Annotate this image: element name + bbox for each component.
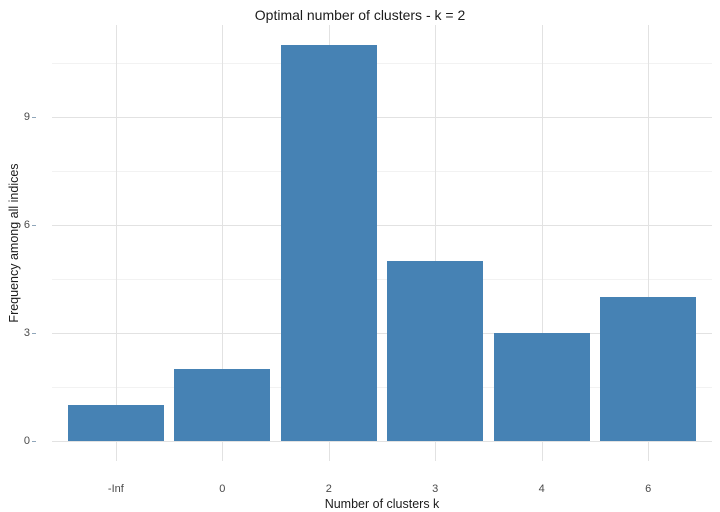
- major-gridline: [52, 333, 712, 335]
- bar-6: [600, 297, 697, 442]
- y-tick-label: 6: [23, 218, 30, 231]
- minor-gridline: [52, 62, 712, 64]
- major-gridline: [52, 224, 712, 226]
- y-tick-mark: [32, 333, 36, 335]
- y-tick-mark: [32, 224, 36, 226]
- x-tick-label: -Inf: [107, 483, 124, 495]
- x-tick-label: 4: [538, 483, 545, 495]
- x-axis-title: Number of clusters k: [324, 497, 440, 511]
- vertical-gridline: [435, 25, 437, 461]
- major-gridline: [52, 441, 712, 443]
- bar-4: [493, 333, 590, 442]
- vertical-gridline: [222, 25, 224, 461]
- minor-gridline: [52, 279, 712, 281]
- vertical-gridline: [541, 25, 543, 461]
- bar-0: [174, 369, 271, 442]
- vertical-gridline: [115, 25, 117, 461]
- bar-3: [387, 261, 484, 442]
- x-tick-label: 6: [645, 483, 652, 495]
- y-tick-label: 0: [23, 435, 30, 448]
- minor-gridline: [52, 170, 712, 172]
- y-axis-title: Frequency among all indices: [7, 163, 21, 323]
- bar-2: [280, 44, 377, 442]
- vertical-gridline: [648, 25, 650, 461]
- x-tick-label: 2: [325, 483, 332, 495]
- y-tick-label: 9: [23, 110, 30, 123]
- minor-gridline: [52, 387, 712, 389]
- x-tick-label: 0: [219, 483, 226, 495]
- y-tick-mark: [32, 441, 36, 443]
- y-tick-mark: [32, 116, 36, 118]
- y-tick-label: 3: [23, 327, 30, 340]
- plot-panel: [52, 25, 712, 461]
- x-tick-label: 3: [432, 483, 439, 495]
- chart-title: Optimal number of clusters - k = 2: [254, 7, 466, 23]
- bar--Inf: [67, 405, 164, 442]
- major-gridline: [52, 116, 712, 118]
